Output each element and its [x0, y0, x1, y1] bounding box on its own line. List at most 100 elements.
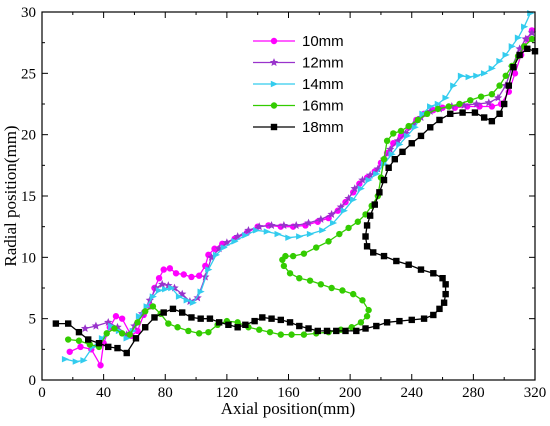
y-tick-label: 25: [21, 66, 36, 82]
data-point-16mm: [288, 331, 295, 338]
data-point-18mm: [480, 114, 488, 121]
data-point-12mm: [484, 98, 493, 107]
data-point-16mm: [289, 252, 297, 260]
data-point-18mm: [296, 322, 303, 330]
series-18mm: [52, 45, 539, 357]
plot-frame: [41, 11, 536, 381]
series-line-14mm: [64, 12, 531, 363]
x-tick-label: 160: [277, 385, 300, 401]
data-point-14mm: [61, 355, 70, 363]
data-point-18mm: [52, 320, 60, 327]
data-point-18mm: [95, 340, 103, 347]
data-point-14mm: [274, 230, 282, 238]
data-point-18mm: [277, 316, 284, 324]
data-point-16mm: [306, 277, 314, 284]
data-point-16mm: [496, 82, 503, 89]
data-point-18mm: [242, 321, 249, 328]
data-point-18mm: [160, 309, 167, 316]
data-point-14mm: [388, 151, 396, 158]
y-tick-label: 0: [29, 373, 37, 389]
y-tick-label: 5: [29, 312, 37, 328]
data-point-18mm: [442, 290, 449, 298]
legend-item-14mm: 14mm: [253, 76, 344, 93]
data-point-14mm: [183, 297, 191, 304]
data-point-18mm: [380, 176, 388, 184]
data-point-18mm: [215, 319, 223, 326]
legend-item-12mm: 12mm: [253, 55, 344, 72]
data-point-16mm: [405, 122, 412, 130]
data-point-16mm: [64, 336, 72, 343]
data-point-14mm: [480, 70, 489, 77]
data-point-14mm: [521, 23, 529, 30]
data-point-14mm: [403, 132, 412, 140]
data-point-10mm: [511, 70, 519, 77]
legend: 10mm 12mm 14mm 16mm 18mm: [253, 33, 344, 136]
data-point-14mm: [306, 230, 315, 238]
data-point-18mm: [363, 222, 371, 229]
data-point-16mm: [502, 72, 509, 79]
data-point-16mm: [300, 331, 308, 338]
data-point-18mm: [366, 212, 374, 219]
data-point-18mm: [353, 327, 360, 335]
data-point-12mm: [267, 221, 276, 229]
data-point-16mm: [86, 341, 93, 348]
data-point-18mm: [333, 327, 340, 335]
data-point-14mm: [155, 287, 164, 294]
data-point-18mm: [524, 45, 531, 52]
data-point-16mm: [286, 270, 294, 277]
y-tick-label: 15: [21, 189, 36, 205]
data-point-18mm: [342, 327, 349, 335]
y-tick-label: 30: [21, 5, 36, 21]
data-point-12mm: [244, 225, 253, 234]
data-point-14mm: [296, 233, 304, 240]
data-point-16mm: [149, 303, 157, 310]
data-point-12mm: [157, 279, 167, 288]
data-point-12mm: [292, 221, 301, 229]
data-point-18mm: [363, 243, 371, 250]
data-point-16mm: [195, 330, 203, 337]
data-point-12mm: [91, 321, 101, 330]
data-point-16mm: [134, 319, 141, 326]
data-point-10mm: [188, 273, 195, 281]
data-point-14mm: [189, 299, 197, 306]
data-point-14mm: [465, 73, 473, 81]
data-point-14mm: [242, 232, 250, 239]
data-point-16mm: [363, 313, 371, 320]
data-point-14mm: [496, 57, 504, 65]
data-point-18mm: [362, 233, 369, 240]
data-point-12mm: [327, 210, 336, 218]
series-line-16mm: [68, 38, 533, 348]
data-point-12mm: [350, 184, 359, 193]
data-point-16mm: [365, 306, 372, 314]
data-point-18mm: [399, 148, 406, 156]
data-point-10mm: [211, 245, 218, 252]
data-point-14mm: [450, 82, 458, 89]
data-point-18mm: [510, 64, 517, 71]
data-point-16mm: [414, 116, 422, 124]
data-point-18mm: [225, 321, 232, 328]
data-point-10mm: [97, 362, 104, 369]
data-point-14mm: [98, 335, 107, 342]
data-point-18mm: [376, 189, 383, 196]
data-point-16mm: [296, 274, 303, 282]
data-point-14mm: [220, 244, 228, 251]
data-point-18mm: [500, 100, 508, 108]
legend-marker-16mm: [270, 102, 278, 109]
data-point-16mm: [277, 331, 284, 338]
data-point-14mm: [527, 10, 535, 17]
data-point-18mm: [417, 132, 425, 140]
data-point-18mm: [471, 109, 479, 116]
legend-item-18mm: 18mm: [253, 119, 344, 136]
x-tick-label: 280: [462, 385, 485, 401]
data-point-14mm: [514, 34, 523, 41]
data-point-16mm: [328, 284, 335, 292]
data-point-18mm: [188, 314, 195, 321]
legend-label: 14mm: [302, 76, 344, 93]
data-point-14mm: [143, 303, 151, 310]
data-point-18mm: [408, 316, 415, 324]
data-point-18mm: [488, 117, 496, 125]
data-point-14mm: [373, 170, 381, 178]
data-point-18mm: [417, 266, 425, 273]
y-tick-label: 10: [21, 250, 36, 266]
data-point-16mm: [434, 105, 442, 113]
